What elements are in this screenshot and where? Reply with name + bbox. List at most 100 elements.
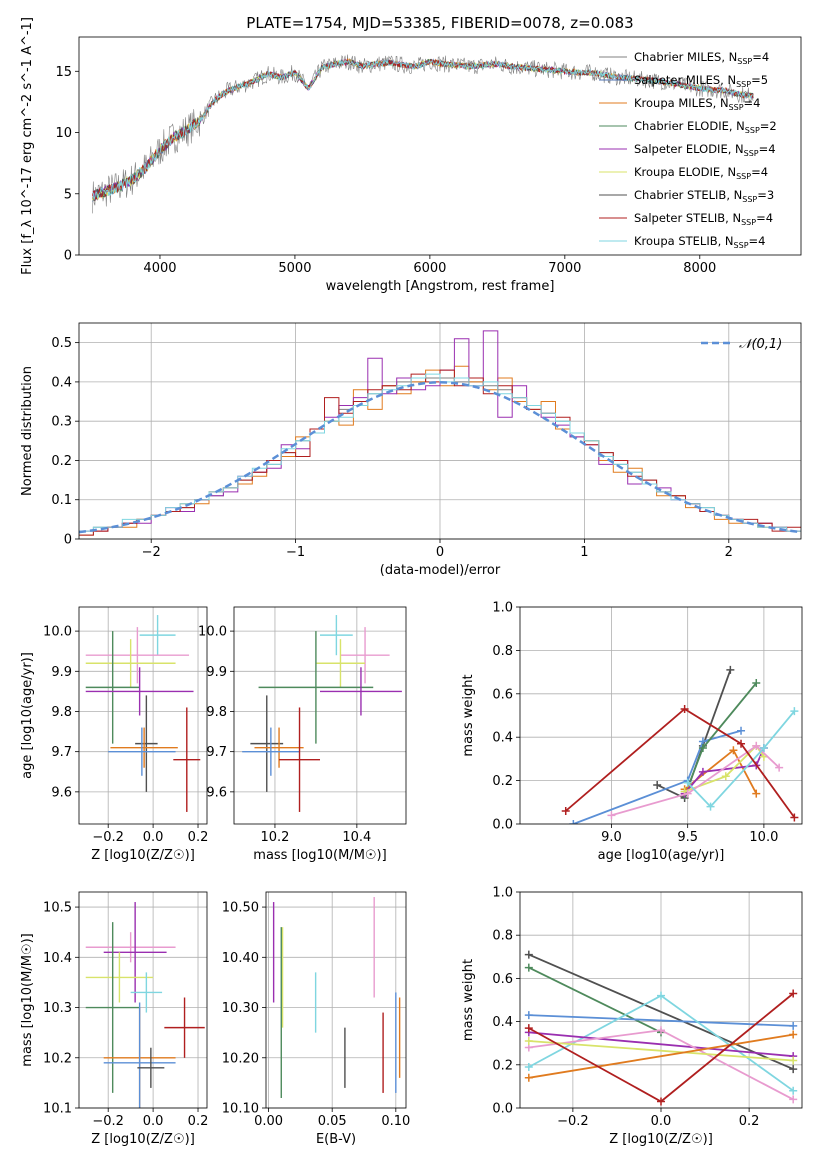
axes-frame	[519, 891, 803, 1109]
panel-spectrum: 4000 5000 6000 7000 8000 0 5 10 15 wavelength [An…	[20, 17, 802, 294]
axes-frame	[265, 891, 407, 1109]
series-marker	[657, 1097, 665, 1106]
y-axis-label: age [log10(age/yr)]	[20, 652, 35, 779]
series-marker	[524, 1011, 533, 1020]
series-marker	[524, 963, 533, 972]
series-marker	[752, 741, 761, 750]
series-marker	[789, 1065, 798, 1074]
x-tick-label: 0.2	[739, 1114, 760, 1129]
panel-age-vs-mass: 10.2 10.4 9.6 9.7 9.8 9.9 10.0 mass [log10(M/M☉…	[198, 606, 407, 863]
legend: 𝒩(0,1)	[701, 337, 782, 352]
series-marker	[524, 1062, 533, 1071]
plot-area	[85, 615, 201, 812]
y-tick-label: 9.7	[51, 745, 72, 760]
x-tick-label: −0.2	[92, 1114, 124, 1129]
grid	[234, 607, 406, 824]
x-tick-label: 1	[580, 545, 588, 560]
series-marker	[680, 704, 689, 713]
series-marker	[683, 778, 692, 787]
series-marker	[561, 806, 570, 815]
y-axis-label: Normed distribution	[20, 366, 35, 496]
legend-entry: Chabrier ELODIE, NSSP=2	[634, 119, 777, 135]
grid	[79, 607, 207, 824]
y-tick-label: 9.9	[206, 665, 227, 680]
legend-entry: Salpeter MILES, NSSP=5	[634, 73, 768, 89]
series-marker	[759, 744, 768, 753]
plot-area	[524, 950, 798, 1106]
series-marker	[737, 739, 746, 748]
y-tick-label: 9.8	[51, 705, 72, 720]
y-tick-label: 0.2	[492, 1058, 513, 1073]
x-tick-label: 0.2	[188, 1114, 209, 1129]
legend-entry: Kroupa STELIB, NSSP=4	[634, 234, 765, 250]
x-tick-label: −2	[142, 545, 161, 560]
y-tick-label: 9.8	[206, 705, 227, 720]
histogram-step	[79, 373, 801, 539]
y-tick-label: 1.0	[492, 886, 513, 901]
series-marker	[569, 820, 578, 824]
series-marker	[789, 1030, 798, 1039]
x-tick-label: 2	[725, 545, 733, 560]
x-tick-label: 8000	[683, 261, 716, 276]
series-marker	[752, 789, 761, 798]
series-marker	[789, 1056, 798, 1065]
x-tick-label: 10.2	[260, 830, 289, 845]
y-tick-label: 9.9	[51, 665, 72, 680]
panel-residual-histogram: −2 −1 0 1 2 0 0.1 0.2 0.3 0.4 0.5 (data-model)/erro…	[20, 322, 802, 578]
axes-frame	[519, 606, 803, 825]
series-line	[528, 953, 794, 1070]
y-tick-label: 0.6	[492, 972, 513, 987]
y-tick-label: 10.20	[222, 1051, 259, 1066]
plot-area	[561, 665, 799, 824]
series-marker	[729, 746, 738, 755]
series-line	[573, 729, 742, 824]
x-axis-label: mass [log10(M/M☉)]	[253, 848, 386, 863]
y-tick-label: 0.0	[492, 818, 513, 833]
series-marker	[790, 707, 799, 716]
y-tick-label: 0.1	[51, 493, 72, 508]
y-axis-label: Flux [f_λ 10^-17 erg cm^-2 s^-1 A^-1]	[20, 17, 35, 275]
gaussian-overlay	[79, 381, 801, 534]
y-tick-label: 10.2	[43, 1051, 72, 1066]
x-tick-label: 10.4	[342, 830, 371, 845]
series-marker	[524, 1024, 533, 1033]
series-marker	[657, 1026, 665, 1035]
y-tick-label: 10.40	[222, 951, 259, 966]
spectrum-line	[92, 58, 754, 201]
y-tick-label: 10.0	[43, 625, 72, 640]
legend-entry: Salpeter STELIB, NSSP=4	[634, 211, 773, 227]
series-line	[565, 707, 796, 819]
series-marker	[698, 744, 707, 753]
series-marker	[524, 1037, 533, 1046]
y-tick-label: 0.5	[51, 336, 72, 351]
series-marker	[752, 678, 761, 687]
y-tick-label: 9.6	[51, 785, 72, 800]
x-axis-label: Z [log10(Z/Z☉)]	[91, 1132, 195, 1147]
x-tick-label: −0.2	[92, 830, 124, 845]
x-axis-label: wavelength [Angstrom, rest frame]	[326, 279, 555, 294]
x-axis-label: age [log10(age/yr)]	[598, 848, 725, 863]
series-marker	[790, 813, 799, 822]
series-marker	[698, 767, 707, 776]
series-line	[687, 710, 796, 808]
axes-frame	[78, 322, 802, 540]
y-tick-label: 0.4	[492, 1015, 513, 1030]
y-tick-label: 0.2	[492, 774, 513, 789]
legend-entry: Chabrier STELIB, NSSP=3	[634, 188, 774, 204]
series-marker	[789, 1086, 798, 1095]
panel-age-vs-metallicity: −0.2 0.0 0.2 9.6 9.7 9.8 9.9 10.0 Z [log10(Z/Z☉)…	[20, 606, 208, 863]
y-tick-label: 0.6	[492, 687, 513, 702]
x-tick-label: 0.0	[651, 1114, 672, 1129]
x-tick-label: 4000	[143, 261, 176, 276]
y-tick-label: 10.5	[43, 901, 72, 916]
panel-mass-weight-vs-age: 9.0 9.5 10.0 0.0 0.2 0.4 0.6 0.8 1.0 age [log10(a…	[461, 601, 803, 863]
grid	[79, 892, 207, 1109]
grid	[266, 892, 406, 1109]
x-tick-label: 7000	[548, 261, 581, 276]
series-marker	[524, 1073, 533, 1082]
y-tick-label: 10.4	[43, 951, 72, 966]
y-tick-label: 10.3	[43, 1001, 72, 1016]
legend-entry: Kroupa MILES, NSSP=4	[634, 96, 760, 112]
legend-entry: Chabrier MILES, NSSP=4	[634, 50, 769, 66]
